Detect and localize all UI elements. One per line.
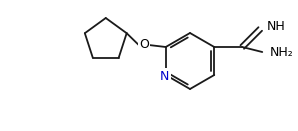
- Text: NH: NH: [267, 20, 286, 34]
- Text: N: N: [160, 70, 170, 83]
- Text: NH₂: NH₂: [270, 45, 294, 59]
- Text: O: O: [139, 39, 149, 51]
